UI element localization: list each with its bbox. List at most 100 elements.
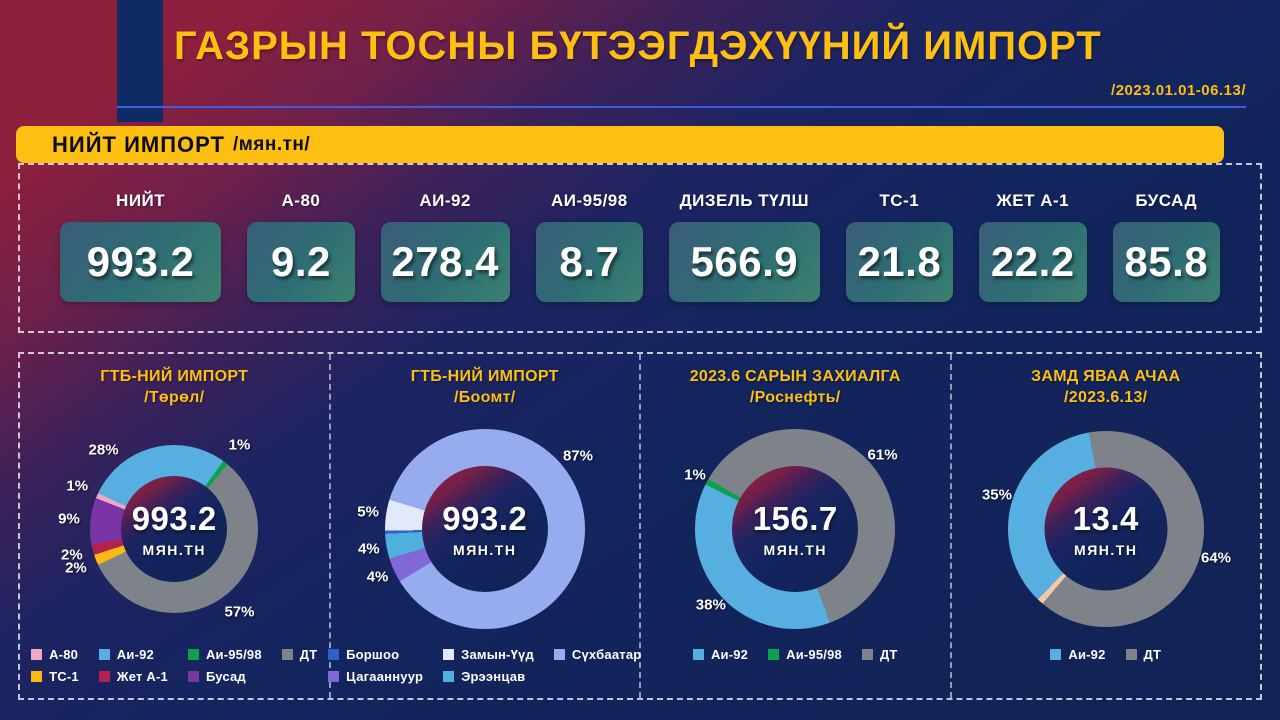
legend-swatch (328, 670, 340, 682)
stat-value: 85.8 (1124, 238, 1209, 285)
stat-box: 566.9 (669, 222, 820, 302)
chart-panel-torol: ГТБ-НИЙ ИМПОРТ /Төрөл/ 993.2 МЯН.ТН 28% 1… (20, 354, 329, 698)
slice-percent-label: 61% (867, 446, 898, 464)
chart-legend: Аи-92 Аи-95/98 ДТ (692, 646, 898, 662)
donut-center-value: 993.2 (131, 499, 217, 537)
legend-item: Аи-95/98 (768, 647, 842, 662)
legend-swatch (31, 648, 43, 660)
stat-box: 993.2 (60, 222, 222, 302)
legend-swatch (1125, 648, 1137, 660)
slice-percent-label: 9% (58, 510, 80, 528)
legend-swatch (443, 670, 455, 682)
section-banner: НИЙТ ИМПОРТ /мян.тн/ (16, 126, 1224, 163)
donut-hole (732, 465, 859, 592)
legend-item: Аи-92 (1050, 647, 1105, 662)
legend-label: Замын-Үүд (461, 646, 534, 662)
donut-hole (1044, 467, 1168, 591)
legend-item: Цагааннуур (328, 669, 423, 684)
slice-percent-label: 2% (60, 546, 83, 564)
stat-box: 9.2 (247, 222, 355, 302)
legend-label: ТС-1 (49, 668, 79, 684)
totals-panel: НИЙТ 993.2 А-80 9.2 АИ-92 278.4 АИ-95/98… (18, 163, 1262, 333)
donut-chart-torol: 993.2 МЯН.ТН 28% 1% 57% 2% 2% 9% 1% (20, 413, 329, 645)
legend-label: А-80 (49, 646, 79, 662)
legend-swatch (98, 648, 110, 660)
banner-title: НИЙТ ИМПОРТ (52, 131, 225, 157)
legend-label: ДТ (299, 646, 318, 662)
stat-a80: А-80 9.2 (247, 191, 355, 331)
legend-swatch (187, 670, 199, 682)
chart-panel-zamd-yavaa: ЗАМД ЯВАА АЧАА /2023.6.13/ 13.4 МЯН.ТН 6… (949, 354, 1261, 698)
donut-hole (121, 475, 228, 582)
legend-swatch (31, 670, 43, 682)
legend-item: Аи-95/98 (187, 646, 262, 662)
chart-panel-boomt: ГТБ-НИЙ ИМПОРТ /Боомт/ 993.2 МЯН.ТН 87% 4… (328, 354, 642, 698)
donut-center-value: 156.7 (752, 499, 838, 537)
donut-center: 156.7 МЯН.ТН (753, 500, 838, 558)
slice-percent-label: 4% (357, 540, 380, 558)
legend-swatch (187, 648, 199, 660)
chart-legend: Аи-92 ДТ (1050, 647, 1161, 662)
header-divider (117, 106, 1246, 108)
donut-center-unit: МЯН.ТН (142, 541, 206, 558)
legend-item: А-80 (31, 647, 79, 662)
slice-percent-label: 1% (66, 477, 89, 495)
legend-label: Эрээнцав (461, 668, 526, 684)
stat-label: ДИЗЕЛЬ ТҮЛШ (679, 191, 810, 210)
stat-label: ЖЕТ А-1 (996, 191, 1070, 210)
header-accent-bar (117, 0, 163, 122)
stat-ai9598: АИ-95/98 8.7 (535, 191, 644, 331)
stat-box: 8.7 (535, 222, 644, 302)
legend-label: Сүхбаатар (571, 646, 642, 662)
slice-percent-label: 87% (562, 447, 593, 465)
legend-item: Эрээнцав (443, 669, 534, 684)
donut-chart-boomt: 993.2 МЯН.ТН 87% 4% 4% 5% (331, 413, 640, 645)
chart-title-line1: 2023.6 САРЫН ЗАХИАЛГА (689, 368, 901, 385)
stat-label: А-80 (281, 191, 321, 210)
legend-item: Бусад (187, 668, 262, 684)
legend-swatch (328, 648, 340, 660)
stat-busad: БУСАД 85.8 (1112, 191, 1220, 331)
charts-panel: ГТБ-НИЙ ИМПОРТ /Төрөл/ 993.2 МЯН.ТН 28% 1… (18, 352, 1262, 700)
donut-chart-rosneft: 156.7 МЯН.ТН 61% 38% 1% (641, 413, 950, 645)
legend-label: ДТ (879, 646, 898, 662)
legend-swatch (768, 648, 780, 660)
legend-swatch (692, 648, 704, 660)
slice-percent-label: 4% (366, 568, 389, 586)
chart-title-line2: /Роснефть/ (749, 388, 841, 406)
slice-percent-label: 1% (684, 466, 706, 484)
stat-value: 22.2 (990, 238, 1075, 285)
chart-title-line1: ЗАМД ЯВАА АЧАА (1031, 368, 1181, 385)
slice-percent-label: 2% (65, 559, 87, 577)
slice-percent-label: 1% (228, 436, 251, 454)
legend-item: ДТ (861, 646, 898, 662)
slice-percent-label: 35% (981, 486, 1012, 504)
legend-label: Жет А-1 (116, 668, 168, 684)
slice-percent-label: 28% (88, 441, 119, 459)
legend-swatch (1050, 648, 1062, 660)
stat-value: 566.9 (690, 238, 799, 285)
donut-center-value: 13.4 (1072, 499, 1139, 537)
stat-ai92: АИ-92 278.4 (380, 191, 510, 331)
page-title: ГАЗРЫН ТОСНЫ БҮТЭЭГДЭХҮҮНИЙ ИМПОРТ (174, 24, 1102, 68)
slice-percent-label: 38% (695, 596, 726, 614)
donut-center: 993.2 МЯН.ТН (132, 500, 217, 558)
legend-item: Аи-92 (692, 647, 748, 662)
stat-diesel: ДИЗЕЛЬ ТҮЛШ 566.9 (669, 191, 820, 331)
report-period: /2023.01.01-06.13/ (1111, 82, 1246, 99)
legend-label: Боршоо (346, 646, 400, 662)
donut-center-value: 993.2 (442, 499, 528, 537)
legend-label: Аи-95/98 (205, 646, 262, 662)
legend-label: Бусад (205, 668, 246, 684)
legend-item: ТС-1 (31, 669, 79, 684)
stat-box: 85.8 (1112, 222, 1220, 302)
donut-center: 993.2 МЯН.ТН (442, 500, 527, 558)
stat-value: 278.4 (391, 238, 499, 285)
chart-title-line2: /Боомт/ (453, 388, 516, 406)
slice-percent-label: 57% (224, 603, 255, 621)
legend-label: ДТ (1143, 646, 1162, 662)
legend-item: Замын-Үүд (443, 647, 534, 662)
stat-value: 9.2 (270, 238, 331, 285)
stat-value: 21.8 (857, 238, 942, 285)
